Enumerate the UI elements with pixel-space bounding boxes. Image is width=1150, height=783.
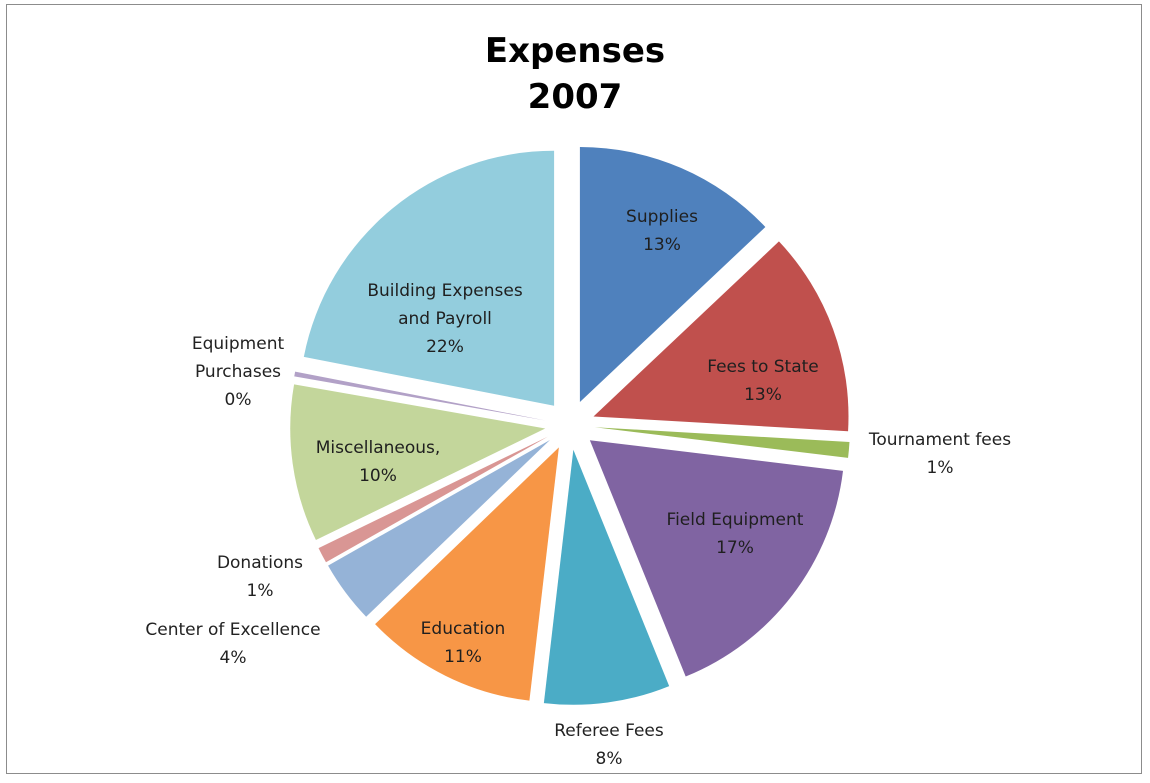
slice-label-center-of-excellence: Center of Excellence 4%: [145, 620, 320, 668]
chart-title: Expenses 2007: [0, 28, 1150, 120]
pie-slice-field-equipment: [589, 440, 844, 677]
chart-title-line-1: Expenses: [484, 31, 666, 71]
slice-label-referee-fees: Referee Fees 8%: [554, 721, 664, 769]
pie-slice-building-expenses-and-payroll: [303, 150, 555, 406]
slice-label-miscellaneous: Miscellaneous, 10%: [316, 438, 441, 486]
pie-slice-center-of-excellence: [328, 439, 550, 617]
slice-label-equipment-purchases: Equipment Purchases 0%: [192, 334, 285, 410]
pie-slice-education: [375, 447, 559, 701]
slice-label-field-equipment: Field Equipment 17%: [667, 510, 804, 558]
slice-label-supplies: Supplies 13%: [626, 207, 698, 255]
pie-slice-fees-to-state: [593, 241, 849, 432]
pie-slice-referee-fees: [543, 449, 670, 705]
chart-title-line-2: 2007: [527, 77, 623, 117]
pie-slice-miscellaneous: [290, 384, 546, 540]
pie-slice-supplies: [579, 147, 766, 403]
slice-label-donations: Donations 1%: [217, 553, 303, 601]
slice-label-education: Education 11%: [421, 619, 506, 667]
pie-slice-tournament-fees: [594, 427, 850, 458]
slice-label-fees-to-state: Fees to State 13%: [707, 357, 819, 405]
slice-label-tournament-fees: Tournament fees 1%: [868, 430, 1011, 478]
slice-label-building-expenses-and-payroll: Building Expenses and Payroll 22%: [367, 281, 523, 357]
pie-slice-equipment-purchases: [294, 371, 546, 421]
pie-slice-donations: [318, 436, 548, 563]
